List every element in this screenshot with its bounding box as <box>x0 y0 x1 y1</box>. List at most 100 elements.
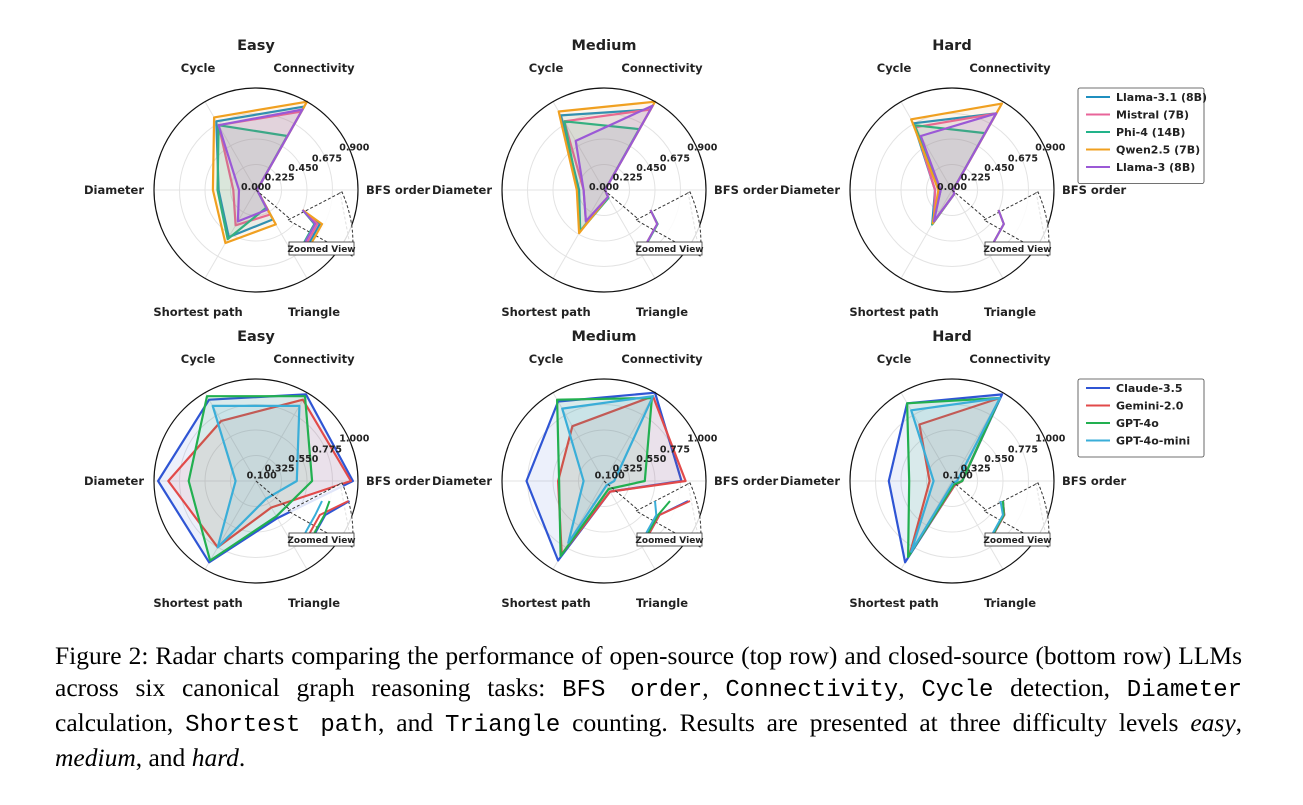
legend-closed-source: Claude-3.5 Gemini-2.0 GPT-4o GPT-4o-mini <box>1077 378 1205 458</box>
caption-text: , and <box>377 708 445 737</box>
legend-item-gpt-4o-mini: GPT-4o-mini <box>1116 435 1190 448</box>
zoom-connector <box>603 480 638 510</box>
zoom-series-llama-3-8b <box>301 209 317 243</box>
zoom-connector <box>255 480 290 510</box>
zoom-series-gpt-4o <box>313 500 331 534</box>
outer-ring <box>849 378 1055 584</box>
caption-task-triangle: Triangle <box>445 712 561 739</box>
axis-label-shortest-path: Shortest path <box>849 596 938 610</box>
zoom-label-box <box>288 241 355 256</box>
radial-tick-label: 1.000 <box>687 433 717 444</box>
caption-text: detection, <box>993 673 1127 702</box>
zoom-label: Zoomed View <box>983 245 1051 255</box>
radial-tick-label: 0.000 <box>937 182 967 193</box>
series-gemini-2-0 <box>167 398 352 549</box>
axis-label-cycle: Cycle <box>529 61 564 75</box>
radial-tick-label: 0.450 <box>288 163 318 174</box>
caption-sep: . <box>238 743 246 772</box>
axis-label-diameter: Diameter <box>84 183 144 197</box>
zoom-series-llama-3-8b <box>646 209 659 243</box>
axis-label-triangle: Triangle <box>288 305 340 319</box>
outer-ring <box>501 87 707 293</box>
axis-label-shortest-path: Shortest path <box>849 305 938 319</box>
axis-label-connectivity: Connectivity <box>273 61 355 75</box>
axis-label-cycle: Cycle <box>877 352 912 366</box>
axis-label-shortest-path: Shortest path <box>501 305 590 319</box>
radial-tick-label: 0.325 <box>613 463 643 474</box>
radial-tick-label: 0.225 <box>961 172 991 183</box>
caption-level-medium: medium <box>55 743 136 772</box>
series-gpt-4o-mini <box>561 395 655 544</box>
chart-title: Easy <box>237 329 275 345</box>
axis-label-connectivity: Connectivity <box>621 352 703 366</box>
zoom-series-qwen2-5-7b <box>301 209 324 243</box>
zoom-series-gpt-4o <box>647 500 671 534</box>
radial-tick-label: 0.775 <box>1008 444 1038 455</box>
legend-item-claude-3-5: Claude-3.5 <box>1116 382 1182 395</box>
caption-text: counting. Results are presented at three… <box>560 708 1191 737</box>
legend-item-llama-3-8b: Llama-3 (8B) <box>1116 161 1195 174</box>
legend-open-source: Llama-3.1 (8B) Mistral (7B) Phi-4 (14B) Qwe… <box>1077 87 1207 184</box>
legend-item-gemini-2-0: Gemini-2.0 <box>1116 400 1184 413</box>
legend-item-qwen2-5-7b: Qwen2.5 (7B) <box>1116 144 1200 157</box>
outer-ring <box>501 378 707 584</box>
legend-box <box>1077 378 1205 458</box>
radial-tick-label: 0.225 <box>613 172 643 183</box>
axis-label-triangle: Triangle <box>984 305 1036 319</box>
grid-spoke <box>603 392 656 482</box>
legend-box <box>1077 87 1205 184</box>
radial-tick-label: 0.550 <box>636 454 666 465</box>
legend-item-mistral-7b: Mistral (7B) <box>1116 109 1189 122</box>
radial-tick-label: 0.100 <box>943 471 973 482</box>
axis-label-diameter: Diameter <box>780 183 840 197</box>
series-gpt-4o-mini <box>910 396 1002 553</box>
radial-tick-label: 0.900 <box>1035 142 1065 153</box>
radial-tick-label: 1.000 <box>339 433 369 444</box>
zoom-series-gpt-4o-mini <box>304 500 323 534</box>
series-llama-3-8b <box>919 112 998 223</box>
axis-label-bfs-order: BFS order <box>1062 183 1127 197</box>
axis-label-bfs-order: BFS order <box>714 474 779 488</box>
zoom-label: Zoomed View <box>983 536 1051 546</box>
zoom-series-gemini-2-0 <box>648 500 691 534</box>
zoom-label: Zoomed View <box>287 536 355 546</box>
grid-spoke <box>552 392 605 482</box>
axis-label-cycle: Cycle <box>181 352 216 366</box>
caption-level-easy: easy <box>1190 708 1236 737</box>
radial-tick-label: 0.900 <box>687 142 717 153</box>
grid-spoke <box>951 189 1004 279</box>
axis-label-shortest-path: Shortest path <box>153 305 242 319</box>
chart-title: Medium <box>571 329 636 345</box>
axis-label-diameter: Diameter <box>432 474 492 488</box>
grid-spoke <box>900 392 953 482</box>
series-gpt-4o-mini <box>211 404 301 549</box>
radial-tick-label: 0.550 <box>984 454 1014 465</box>
axis-label-connectivity: Connectivity <box>969 352 1051 366</box>
radial-tick-label: 0.325 <box>265 463 295 474</box>
axis-label-cycle: Cycle <box>877 61 912 75</box>
axis-label-diameter: Diameter <box>84 474 144 488</box>
radial-tick-label: 0.775 <box>660 444 690 455</box>
outer-ring <box>153 87 359 293</box>
axis-label-shortest-path: Shortest path <box>501 596 590 610</box>
caption-sep: , <box>898 673 922 702</box>
chart-title: Hard <box>932 38 971 54</box>
caption-text: Figure 2: Radar charts comparing the per… <box>55 641 1242 702</box>
caption-task-diameter: Diameter <box>1126 677 1243 704</box>
grid-spoke <box>552 189 605 279</box>
zoom-label: Zoomed View <box>635 245 703 255</box>
axis-label-triangle: Triangle <box>288 596 340 610</box>
grid-spoke <box>204 189 257 279</box>
caption-text: calculation, <box>55 708 186 737</box>
radial-tick-label: 1.000 <box>1035 433 1065 444</box>
series-gpt-4o <box>187 395 314 562</box>
axis-label-bfs-order: BFS order <box>366 183 431 197</box>
chart-title: Easy <box>237 38 275 54</box>
